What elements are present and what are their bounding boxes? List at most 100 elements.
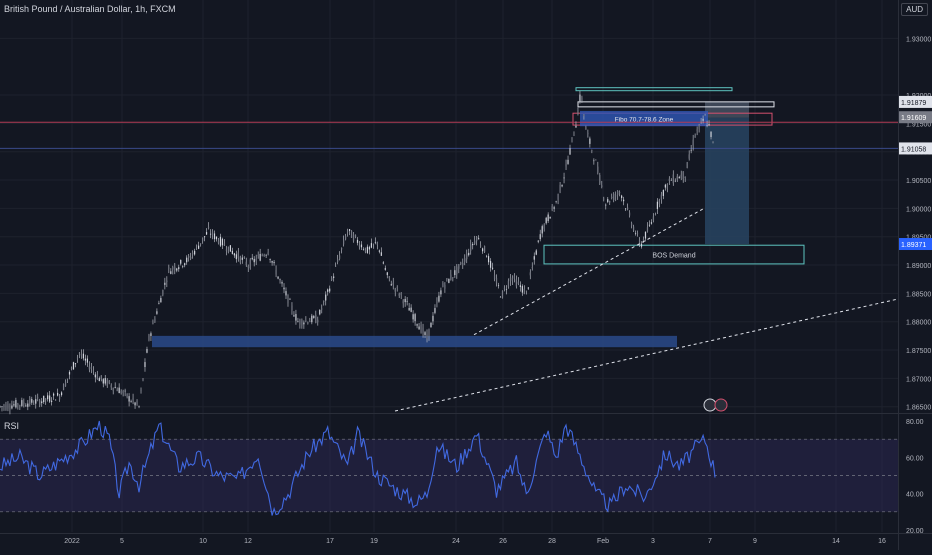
candle [7,401,9,412]
candle-body [440,290,442,295]
candle [607,197,609,204]
candle [428,328,430,341]
candle-body [257,254,259,256]
candle-body [680,174,682,179]
candle-body [273,262,275,264]
candle [603,196,605,202]
candle [172,265,174,275]
candle [462,258,464,269]
candle-body [102,379,104,384]
candle-body [404,298,406,303]
candle-body [460,262,462,264]
candle [414,312,416,326]
candle [478,235,480,240]
candle-body [408,308,410,311]
candle-body [551,205,553,211]
candle-body [636,233,639,234]
candle [636,230,639,237]
candle-body [392,282,394,285]
bos-demand-box [543,244,805,265]
candle-body [634,233,637,235]
candle-body [543,224,545,229]
candle-body [599,174,601,184]
candle [644,231,647,242]
candle-body [366,246,369,253]
trend-lines[interactable] [394,207,899,412]
candle [235,250,237,263]
candle [509,274,512,286]
candle-body [700,120,702,122]
candle [474,235,476,246]
drawing-zones[interactable]: BOS Demand Fibo 70.7-78.6 Zone [0,87,898,348]
candle-body [668,178,670,181]
candle-body [652,216,655,221]
rsi-pane[interactable]: 80.00 60.00 40.00 20.00 [0,419,924,535]
candle [346,228,349,237]
candle-body [158,303,160,304]
chart-title: British Pound / Australian Dollar, 1h, F… [4,4,176,14]
candle [196,244,198,251]
candle [136,399,138,406]
candle [162,289,164,297]
currency-button[interactable]: AUD [901,3,928,16]
candle [114,382,116,389]
candle [553,205,555,213]
candle [5,401,7,411]
candle-body [130,401,132,402]
candle-body [362,249,365,250]
candle-body [545,217,547,224]
candle-body [150,333,152,336]
candle-body [696,129,698,131]
candle-body [329,288,331,292]
candle-body [100,375,102,380]
candle [432,312,434,325]
candle-body [180,259,182,264]
candle [315,310,317,324]
candle-body [644,231,647,239]
candle [533,252,535,265]
candle-body [29,398,31,405]
candle-body [684,176,686,179]
candle [237,247,239,262]
candle [352,231,355,243]
time-tick-label: 17 [326,538,334,545]
candle [390,280,392,286]
candle [513,273,516,283]
candle-body [231,250,233,254]
time-tick-label: 3 [651,538,655,545]
candle-body [666,183,668,189]
candle [134,401,136,409]
candle-body [227,246,230,253]
candle-body [402,300,404,304]
candle [497,282,500,289]
price-candles[interactable] [0,90,714,415]
candle-body [571,137,573,139]
rsi-tick-label: 80.00 [906,419,924,426]
candle-body [555,201,557,202]
candle-body [126,393,128,398]
candle [184,262,186,268]
candle [627,203,629,211]
candle-body [267,252,269,255]
candle-body [247,266,249,268]
candle-body [114,386,116,388]
candle [597,161,599,175]
candle [335,262,337,267]
candle-body [398,293,400,296]
candle-body [3,405,5,407]
candle [507,278,510,289]
candle [29,396,31,407]
candle-body [400,292,402,296]
candle-body [235,254,237,260]
candle [323,300,325,306]
candle [192,250,194,259]
candle-body [160,298,162,303]
candle-body [146,348,148,353]
candle-body [178,267,180,270]
candle [124,388,126,397]
candle-body [293,315,295,317]
candle [605,203,607,210]
candle-body [60,392,63,396]
